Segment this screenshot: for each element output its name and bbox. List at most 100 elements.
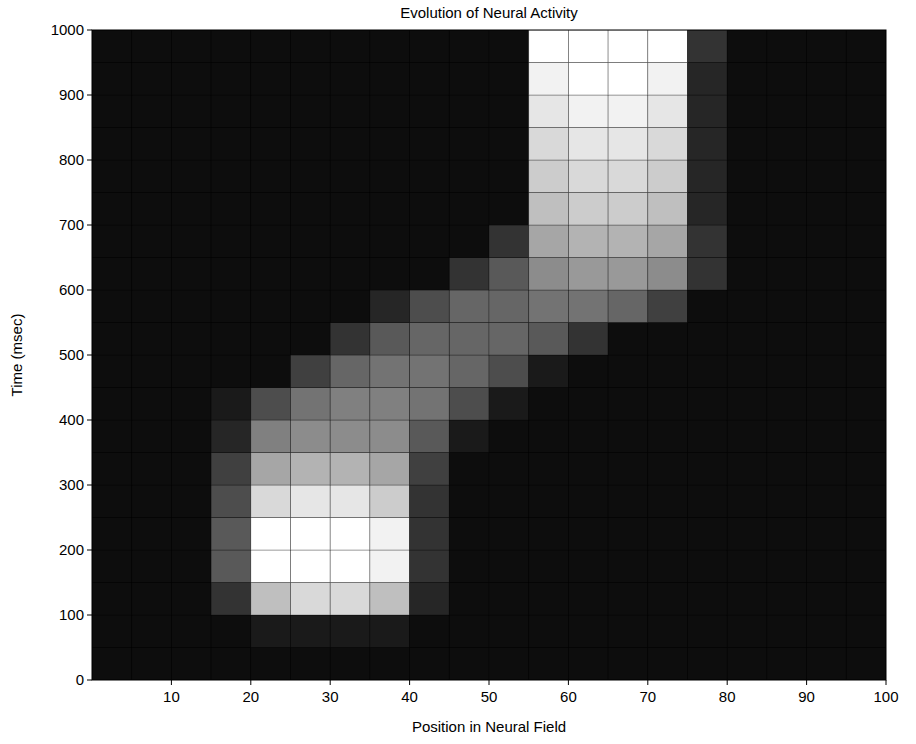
cell bbox=[688, 420, 728, 453]
x-tick bbox=[727, 680, 728, 685]
cell bbox=[211, 583, 251, 616]
cell bbox=[608, 323, 648, 356]
cell bbox=[489, 258, 529, 291]
cell bbox=[449, 355, 489, 388]
cell bbox=[688, 30, 728, 63]
cell bbox=[291, 95, 331, 128]
cell bbox=[370, 485, 410, 518]
cell bbox=[251, 160, 291, 193]
cell bbox=[688, 193, 728, 226]
cell bbox=[648, 160, 688, 193]
cell bbox=[568, 453, 608, 486]
cell bbox=[608, 550, 648, 583]
cell bbox=[846, 453, 886, 486]
cell bbox=[410, 420, 450, 453]
cell bbox=[846, 485, 886, 518]
cell bbox=[449, 420, 489, 453]
cell bbox=[291, 583, 331, 616]
cell bbox=[767, 420, 807, 453]
y-tick bbox=[87, 355, 92, 356]
cell bbox=[807, 258, 847, 291]
cell bbox=[449, 388, 489, 421]
cell bbox=[688, 388, 728, 421]
cell bbox=[489, 583, 529, 616]
cell bbox=[410, 193, 450, 226]
cell bbox=[410, 95, 450, 128]
cell bbox=[727, 225, 767, 258]
cell bbox=[807, 95, 847, 128]
cell bbox=[370, 550, 410, 583]
cell bbox=[807, 485, 847, 518]
x-axis-title: Position in Neural Field bbox=[412, 718, 566, 735]
cell bbox=[92, 485, 132, 518]
cell bbox=[608, 583, 648, 616]
cell bbox=[449, 648, 489, 681]
x-tick-label: 80 bbox=[719, 688, 736, 705]
cell bbox=[489, 95, 529, 128]
y-tick-label: 300 bbox=[59, 476, 84, 493]
cell bbox=[251, 648, 291, 681]
cell bbox=[767, 63, 807, 96]
x-tick bbox=[806, 680, 807, 685]
cell bbox=[727, 485, 767, 518]
cell bbox=[568, 648, 608, 681]
cell bbox=[846, 225, 886, 258]
cell bbox=[171, 615, 211, 648]
cell bbox=[648, 485, 688, 518]
cell bbox=[489, 63, 529, 96]
cell bbox=[807, 388, 847, 421]
cell bbox=[211, 453, 251, 486]
cell bbox=[807, 193, 847, 226]
cell bbox=[529, 95, 569, 128]
cell bbox=[529, 30, 569, 63]
x-tick-label: 50 bbox=[481, 688, 498, 705]
cell bbox=[688, 648, 728, 681]
cell bbox=[727, 193, 767, 226]
cell bbox=[648, 648, 688, 681]
cell bbox=[648, 63, 688, 96]
cell bbox=[727, 420, 767, 453]
y-tick bbox=[87, 420, 92, 421]
cell bbox=[608, 30, 648, 63]
cell bbox=[727, 388, 767, 421]
cell bbox=[171, 355, 211, 388]
cell bbox=[568, 550, 608, 583]
x-tick-label: 20 bbox=[242, 688, 259, 705]
cell bbox=[608, 518, 648, 551]
cell bbox=[410, 225, 450, 258]
y-tick-label: 0 bbox=[76, 671, 84, 688]
cell bbox=[171, 30, 211, 63]
cell bbox=[688, 355, 728, 388]
cell bbox=[410, 63, 450, 96]
cell bbox=[688, 128, 728, 161]
cell bbox=[846, 355, 886, 388]
cell bbox=[449, 323, 489, 356]
cell bbox=[807, 290, 847, 323]
cell bbox=[449, 258, 489, 291]
cell bbox=[568, 95, 608, 128]
cell bbox=[330, 30, 370, 63]
cell bbox=[608, 193, 648, 226]
cell bbox=[132, 63, 172, 96]
cell bbox=[568, 388, 608, 421]
cell bbox=[211, 63, 251, 96]
cell bbox=[688, 160, 728, 193]
cell bbox=[767, 648, 807, 681]
cell bbox=[370, 518, 410, 551]
cell bbox=[132, 30, 172, 63]
cell bbox=[291, 193, 331, 226]
cell bbox=[171, 128, 211, 161]
cell bbox=[648, 290, 688, 323]
cell bbox=[489, 388, 529, 421]
cell bbox=[727, 583, 767, 616]
x-tick-label: 30 bbox=[322, 688, 339, 705]
cell bbox=[489, 225, 529, 258]
cell bbox=[568, 420, 608, 453]
y-tick bbox=[87, 95, 92, 96]
x-tick-label: 10 bbox=[163, 688, 180, 705]
x-tick bbox=[647, 680, 648, 685]
cell bbox=[330, 388, 370, 421]
cell bbox=[330, 583, 370, 616]
cell bbox=[568, 258, 608, 291]
cell bbox=[370, 95, 410, 128]
